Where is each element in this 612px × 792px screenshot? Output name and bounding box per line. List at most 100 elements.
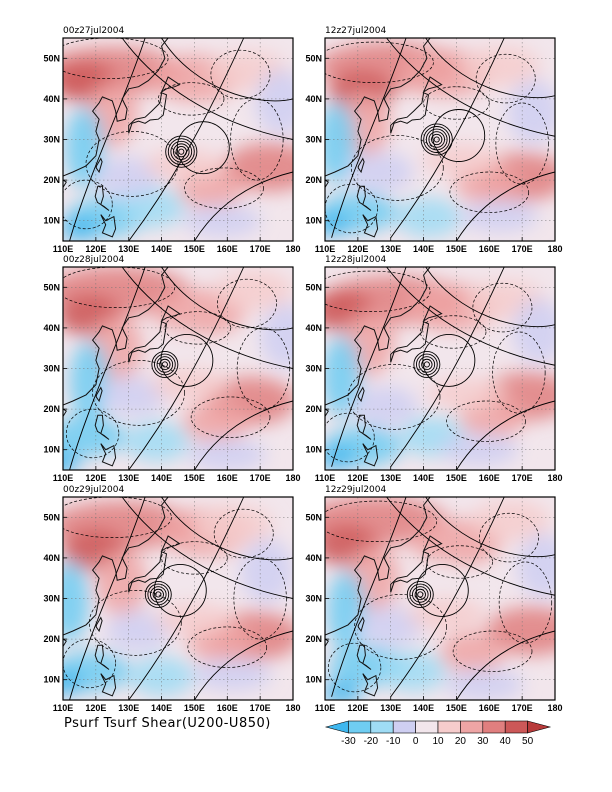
typhoon-isobar — [144, 580, 172, 608]
coastline — [325, 638, 329, 648]
isobar — [425, 267, 555, 328]
coastline — [128, 551, 168, 593]
shear-contour — [446, 400, 526, 442]
y-tick-label: 10N — [43, 216, 60, 226]
colorbar-swatch — [348, 720, 372, 734]
colorbar-tick-label: 20 — [455, 736, 467, 747]
shear-contour — [423, 86, 490, 120]
typhoon-isobar — [431, 133, 443, 146]
map-panel: 12z27jul2004 10N 20N 30N 40N 50N 110E 120E 130E 1… — [305, 26, 562, 254]
temperature-shading — [440, 631, 506, 673]
x-tick-label: 160E — [217, 703, 238, 713]
x-tick-label: 120E — [347, 244, 368, 254]
x-tick-label: 170E — [250, 703, 271, 713]
isobar — [331, 267, 407, 467]
colorbar-swatch — [504, 720, 528, 734]
isobar — [456, 171, 555, 241]
isobar — [331, 497, 407, 697]
shear-contour — [213, 508, 274, 559]
x-tick-label: 150E — [184, 244, 205, 254]
temperature-shading — [182, 401, 249, 443]
map-panel: 00z27jul2004 10N 20N 30N 40N 50N 110E 120E 130E 1… — [43, 26, 300, 254]
typhoon-isobar — [150, 586, 167, 603]
temperature-shading — [512, 298, 555, 364]
typhoon-outer-isobar — [160, 333, 214, 387]
typhoon-isobar — [173, 143, 190, 160]
shear-contour — [63, 179, 113, 230]
y-tick-label: 40N — [305, 553, 322, 563]
shear-contour — [419, 315, 487, 349]
shear-contour — [325, 41, 434, 84]
x-tick-label: 160E — [479, 244, 500, 254]
x-tick-label: 110E — [53, 244, 74, 254]
shear-contour — [217, 278, 277, 329]
coastline — [63, 408, 67, 418]
y-tick-label: 10N — [43, 445, 60, 455]
x-tick-label: 130E — [118, 473, 139, 483]
x-tick-label: 160E — [479, 703, 500, 713]
coastline — [94, 644, 110, 670]
colorbar-swatch — [527, 720, 552, 734]
colorbar-tick-label: 30 — [477, 736, 489, 747]
shear-contour — [63, 267, 176, 308]
coastline — [100, 673, 117, 697]
coastline — [95, 616, 103, 633]
temperature-shading — [123, 421, 190, 462]
x-tick-label: 110E — [53, 703, 74, 713]
shear-contour — [475, 53, 536, 104]
y-tick-label: 20N — [43, 634, 60, 644]
coastline — [362, 443, 379, 467]
temperature-shading — [155, 602, 234, 636]
shear-contour — [354, 594, 447, 660]
shear-contour — [479, 512, 539, 563]
x-tick-label: 120E — [85, 244, 106, 254]
temperature-shading — [95, 156, 162, 198]
coastline — [63, 638, 67, 648]
temperature-shading — [440, 433, 519, 466]
temperature-shading — [63, 561, 90, 643]
x-tick-label: 120E — [85, 703, 106, 713]
isobar — [425, 38, 555, 99]
colorbar-tick-label: 50 — [522, 736, 534, 747]
y-tick-label: 20N — [305, 175, 322, 185]
isobar — [161, 497, 293, 561]
colorbar-tick-label: 0 — [413, 736, 419, 747]
typhoon-isobar — [406, 580, 434, 608]
x-tick-label: 140E — [151, 473, 172, 483]
x-tick-label: 150E — [184, 703, 205, 713]
x-tick-label: 160E — [217, 473, 238, 483]
temperature-shading — [187, 438, 267, 470]
typhoon-isobar — [420, 123, 453, 156]
shear-contour — [161, 541, 228, 575]
isobar — [194, 171, 293, 241]
temperature-shading — [105, 610, 172, 652]
typhoon-isobar — [418, 356, 436, 373]
y-tick-label: 10N — [305, 216, 322, 226]
typhoon-isobar — [421, 358, 433, 371]
shear-contour — [63, 38, 169, 79]
shear-contour — [350, 135, 444, 201]
temperature-shading — [63, 416, 126, 458]
y-tick-label: 10N — [305, 445, 322, 455]
temperature-shading — [426, 377, 506, 410]
coastline — [390, 551, 430, 593]
typhoon-isobar — [414, 588, 426, 601]
temperature-shading — [461, 46, 541, 87]
y-tick-label: 10N — [43, 675, 60, 685]
temperature-shading — [63, 450, 80, 470]
x-tick-label: 120E — [347, 473, 368, 483]
y-tick-label: 40N — [43, 94, 60, 104]
temperature-shading — [118, 187, 185, 229]
isobar — [121, 38, 293, 140]
y-tick-label: 30N — [43, 135, 60, 145]
temperature-shading — [95, 550, 149, 616]
isobar — [128, 267, 245, 470]
temperature-shading — [459, 199, 539, 233]
x-tick-label: 170E — [512, 703, 533, 713]
shear-contour — [426, 545, 493, 579]
isobar — [69, 267, 146, 470]
coastline — [325, 267, 431, 406]
x-tick-label: 130E — [118, 703, 139, 713]
coastline — [356, 414, 372, 440]
